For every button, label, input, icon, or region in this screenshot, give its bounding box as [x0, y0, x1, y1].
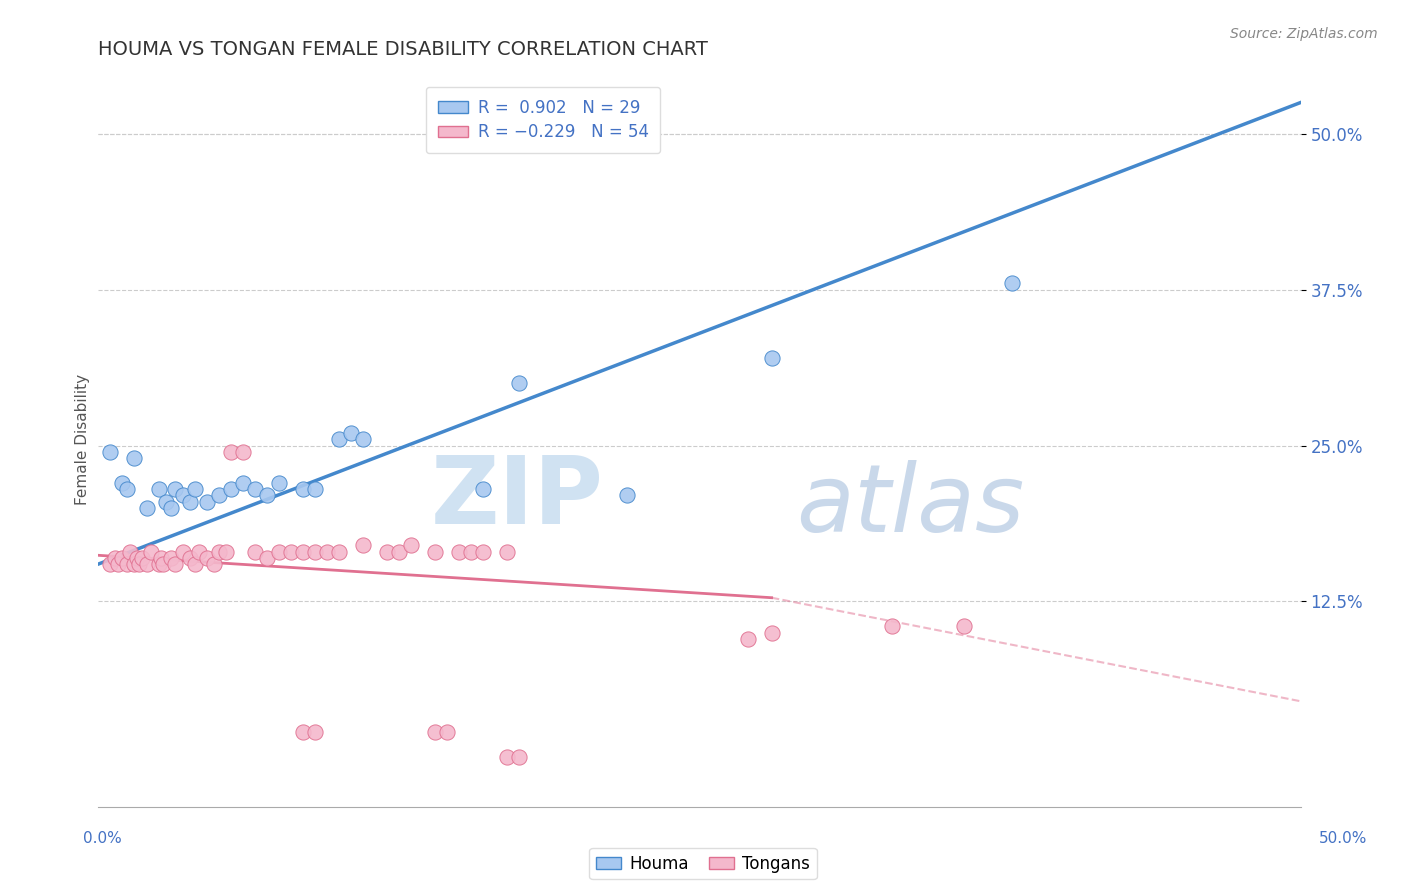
Point [148, 482, 170, 496]
Point [315, 544, 337, 558]
Point [188, 544, 211, 558]
Point [183, 482, 205, 496]
Point [243, 544, 266, 558]
Point [183, 557, 205, 571]
Point [304, 725, 326, 739]
Point [124, 557, 146, 571]
Point [761, 351, 783, 366]
Point [472, 544, 495, 558]
Text: ZIP: ZIP [430, 452, 603, 544]
Point [135, 500, 157, 515]
Point [208, 544, 231, 558]
Point [1001, 277, 1024, 291]
Point [232, 444, 254, 458]
Point [508, 750, 530, 764]
Point [111, 550, 134, 565]
Text: 0.0%: 0.0% [83, 831, 122, 846]
Point [280, 544, 302, 558]
Point [460, 544, 482, 558]
Point [496, 544, 519, 558]
Point [328, 544, 350, 558]
Point [340, 426, 363, 441]
Point [152, 557, 174, 571]
Point [149, 550, 172, 565]
Point [304, 482, 326, 496]
Point [117, 482, 139, 496]
Point [148, 557, 170, 571]
Point [291, 725, 314, 739]
Point [131, 550, 153, 565]
Point [215, 544, 238, 558]
Point [616, 488, 638, 502]
Point [100, 444, 122, 458]
Point [352, 433, 374, 447]
Point [165, 482, 187, 496]
Point [159, 500, 181, 515]
Point [256, 488, 278, 502]
Point [155, 494, 177, 508]
Point [159, 550, 181, 565]
Point [232, 475, 254, 490]
Text: 50.0%: 50.0% [1319, 831, 1367, 846]
Point [243, 482, 266, 496]
Point [179, 550, 201, 565]
Point [496, 750, 519, 764]
Point [352, 538, 374, 552]
Point [447, 544, 470, 558]
Point [291, 482, 314, 496]
Point [256, 550, 278, 565]
Legend: Houma, Tongans: Houma, Tongans [589, 848, 817, 880]
Point [195, 494, 218, 508]
Point [128, 557, 150, 571]
Point [423, 725, 446, 739]
Point [761, 625, 783, 640]
Point [388, 544, 411, 558]
Point [267, 544, 290, 558]
Point [953, 619, 976, 633]
Text: HOUMA VS TONGAN FEMALE DISABILITY CORRELATION CHART: HOUMA VS TONGAN FEMALE DISABILITY CORREL… [98, 40, 709, 59]
Point [328, 433, 350, 447]
Point [124, 450, 146, 465]
Point [118, 544, 141, 558]
Point [291, 544, 314, 558]
Text: Source: ZipAtlas.com: Source: ZipAtlas.com [1230, 27, 1378, 41]
Point [436, 725, 458, 739]
Point [100, 557, 122, 571]
Point [304, 544, 326, 558]
Point [423, 544, 446, 558]
Point [375, 544, 398, 558]
Point [880, 619, 903, 633]
Point [267, 475, 290, 490]
Point [195, 550, 218, 565]
Point [165, 557, 187, 571]
Point [202, 557, 225, 571]
Point [117, 557, 139, 571]
Point [179, 494, 201, 508]
Point [125, 550, 148, 565]
Point [399, 538, 422, 552]
Point [172, 488, 194, 502]
Y-axis label: Female Disability: Female Disability [75, 374, 90, 505]
Point [472, 482, 495, 496]
Point [104, 550, 127, 565]
Point [219, 482, 242, 496]
Point [508, 376, 530, 391]
Point [141, 544, 163, 558]
Text: atlas: atlas [796, 460, 1024, 551]
Legend: R =  0.902   N = 29, R = −0.229   N = 54: R = 0.902 N = 29, R = −0.229 N = 54 [426, 87, 661, 153]
Point [208, 488, 231, 502]
Point [135, 557, 157, 571]
Point [219, 444, 242, 458]
Point [172, 544, 194, 558]
Point [737, 632, 759, 646]
Point [107, 557, 129, 571]
Point [111, 475, 134, 490]
